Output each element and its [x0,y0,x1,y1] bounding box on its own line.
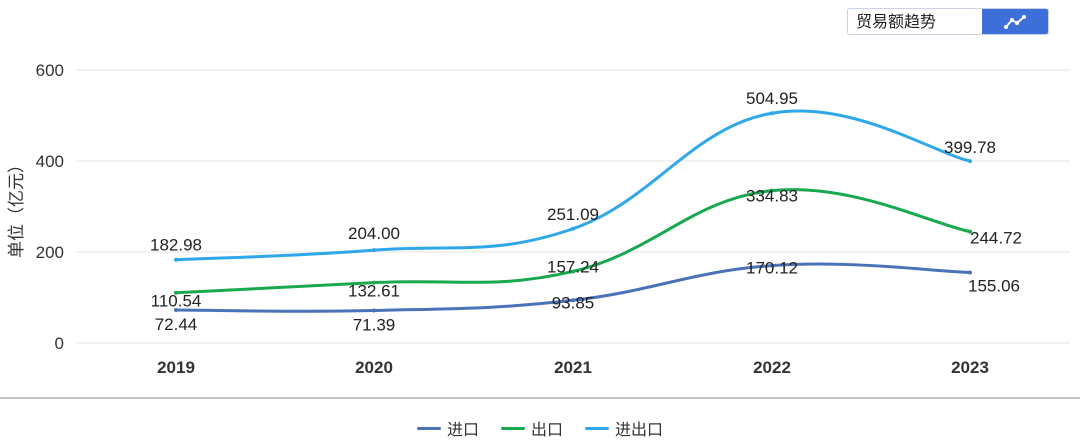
data-label: 132.61 [348,282,400,301]
data-point[interactable] [968,159,972,164]
data-label: 251.09 [547,205,599,224]
x-tick-label: 2022 [753,358,791,377]
y-tick-label: 200 [36,243,64,262]
data-point[interactable] [770,111,774,116]
data-point[interactable] [968,270,972,275]
data-point[interactable] [571,226,575,231]
data-label: 334.83 [746,187,798,206]
data-label: 93.85 [552,293,595,312]
data-point[interactable] [571,269,575,274]
data-point[interactable] [174,257,178,262]
data-point[interactable] [174,290,178,295]
data-point[interactable] [174,308,178,313]
x-tick-label: 2019 [157,358,195,377]
line-chart-button[interactable] [982,9,1048,34]
data-point[interactable] [571,298,575,303]
data-label: 157.24 [547,257,599,276]
chart-legend: 进口 出口 进出口 [0,416,1080,440]
data-label: 72.44 [155,315,198,334]
legend-swatch [585,426,609,430]
data-label: 182.98 [150,236,202,255]
legend-label: 进口 [446,420,479,439]
data-label: 399.78 [944,138,996,157]
legend-label: 进出口 [615,420,664,439]
data-label: 71.39 [353,316,396,335]
series-line [174,109,972,262]
x-tick-label: 2020 [355,358,393,377]
data-point[interactable] [770,263,774,268]
y-tick-label: 400 [36,152,64,171]
y-axis-title: 单位（亿元） [7,156,27,258]
y-tick-label: 0 [55,334,64,353]
data-label: 170.12 [746,259,798,278]
legend-item[interactable]: 出口 [500,416,563,440]
data-point[interactable] [968,229,972,234]
x-tick-label: 2023 [951,358,989,377]
data-label: 504.95 [746,89,798,108]
data-point[interactable] [770,188,774,193]
legend-item[interactable]: 进口 [416,416,479,440]
y-tick-label: 600 [36,61,64,80]
data-point[interactable] [372,308,376,313]
data-label: 204.00 [348,224,400,243]
trend-selector-label[interactable]: 贸易额趋势 [856,12,937,31]
chart-type-control: 贸易额趋势 [847,8,1049,35]
legend-label: 出口 [530,420,563,439]
line-chart-icon [1004,14,1026,29]
data-point[interactable] [372,248,376,253]
legend-item[interactable]: 进出口 [585,416,663,440]
legend-swatch [500,426,525,430]
data-point[interactable] [372,280,376,285]
data-label: 244.72 [970,229,1022,248]
legend-swatch [416,426,441,430]
data-label: 110.54 [151,292,202,311]
x-tick-label: 2021 [554,358,592,377]
data-label: 155.06 [968,276,1020,295]
